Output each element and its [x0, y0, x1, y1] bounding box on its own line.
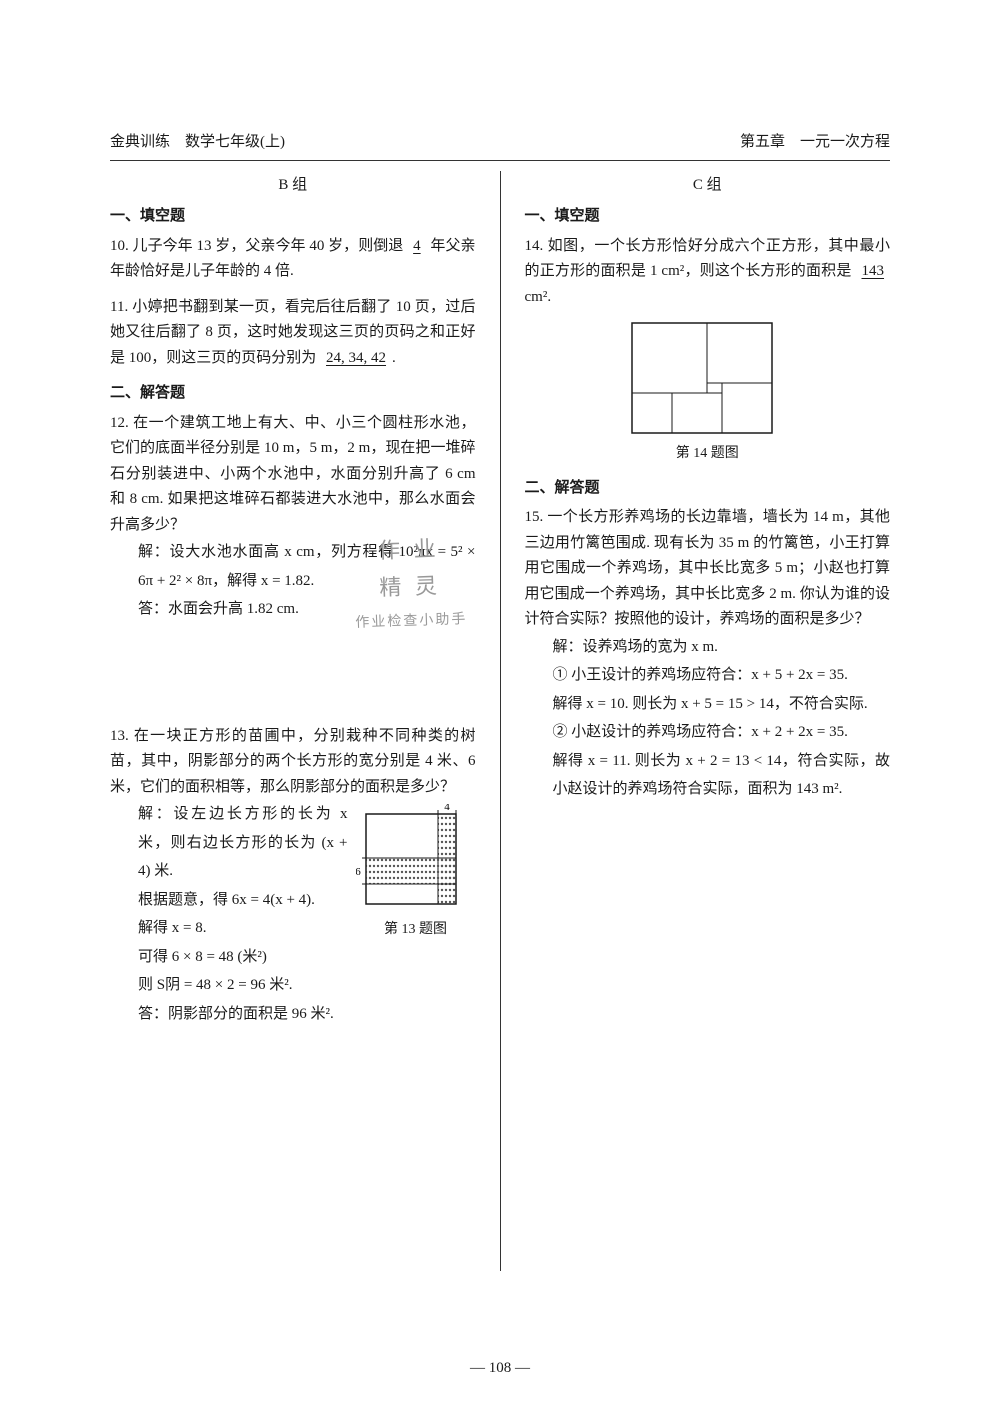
q14-blank: 143: [856, 263, 891, 279]
group-c-title: C 组: [525, 173, 891, 199]
q15-sol4: 解得 x = 11. 则长为 x + 2 = 13 < 14，符合实际，故小赵设…: [525, 747, 891, 804]
section-fill-blank-c: 一、填空题: [525, 204, 891, 230]
figure-13-svg: 4 6: [356, 804, 466, 914]
page-header: 金典训练 数学七年级(上) 第五章 一元一次方程: [110, 130, 890, 161]
q10-text-a: 儿子今年 13 岁，父亲今年 40 岁，则倒退: [133, 238, 404, 254]
section-fill-blank: 一、填空题: [110, 204, 476, 230]
question-15: 15. 一个长方形养鸡场的长边靠墙，墙长为 14 m，其他三边用竹篱笆围成. 现…: [525, 505, 891, 804]
column-divider: [500, 171, 501, 1271]
two-column-layout: B 组 一、填空题 10. 儿子今年 13 岁，父亲今年 40 岁，则倒退 4 …: [110, 171, 890, 1271]
figure-13: 4 6 第 13 题图: [356, 804, 476, 942]
q15-num: 15.: [525, 509, 544, 525]
fig13-label-left: 6: [356, 866, 361, 878]
group-b-title: B 组: [110, 173, 476, 199]
fig13-caption: 第 13 题图: [356, 918, 476, 942]
q15-sol2: 解得 x = 10. 则长为 x + 5 = 15 > 14，不符合实际.: [525, 690, 891, 719]
q11-blank: 24, 34, 42: [320, 350, 392, 366]
q13-sol4: 可得 6 × 8 = 48 (米²): [110, 943, 476, 972]
right-column: C 组 一、填空题 14. 如图，一个长方形恰好分成六个正方形，其中最小的正方形…: [525, 171, 891, 1271]
q12-sol1: 解：设大水池水面高 x cm，列方程得 10²πx = 5² × 6π + 2²…: [110, 538, 476, 595]
q10-blank: 4: [407, 238, 427, 254]
question-10: 10. 儿子今年 13 岁，父亲今年 40 岁，则倒退 4 年父亲年龄恰好是儿子…: [110, 234, 476, 285]
q15-text: 一个长方形养鸡场的长边靠墙，墙长为 14 m，其他三边用竹篱笆围成. 现有长为 …: [525, 509, 891, 627]
q12-num: 12.: [110, 415, 129, 431]
q14-text-b: cm².: [525, 289, 552, 305]
question-13: 13. 在一块正方形的苗圃中，分别栽种不同种类的树苗，其中，阴影部分的两个长方形…: [110, 724, 476, 1029]
q14-text-a: 如图，一个长方形恰好分成六个正方形，其中最小的正方形的面积是 1 cm²，则这个…: [525, 238, 891, 280]
left-column: B 组 一、填空题 10. 儿子今年 13 岁，父亲今年 40 岁，则倒退 4 …: [110, 171, 476, 1271]
fig14-caption: 第 14 题图: [627, 442, 787, 466]
page: 金典训练 数学七年级(上) 第五章 一元一次方程 B 组 一、填空题 10. 儿…: [0, 0, 1000, 1421]
question-12: 12. 在一个建筑工地上有大、中、小三个圆柱形水池，它们的底面半径分别是 10 …: [110, 411, 476, 624]
q15-sol3: ② 小赵设计的养鸡场应符合：x + 2 + 2x = 35.: [525, 718, 891, 747]
q10-num: 10.: [110, 238, 129, 254]
question-14: 14. 如图，一个长方形恰好分成六个正方形，其中最小的正方形的面积是 1 cm²…: [525, 234, 891, 466]
q14-num: 14.: [525, 238, 544, 254]
q11-text-b: .: [392, 350, 396, 366]
q13-sol5: 则 S阴 = 48 × 2 = 96 米².: [110, 971, 476, 1000]
page-number: — 108 —: [0, 1356, 1000, 1382]
q13-text: 在一块正方形的苗圃中，分别栽种不同种类的树苗，其中，阴影部分的两个长方形的宽分别…: [110, 728, 476, 795]
figure-14: 第 14 题图: [627, 318, 787, 466]
q12-text: 在一个建筑工地上有大、中、小三个圆柱形水池，它们的底面半径分别是 10 m，5 …: [110, 415, 476, 533]
figure-14-svg: [627, 318, 777, 438]
q13-num: 13.: [110, 728, 129, 744]
section-solve: 二、解答题: [110, 381, 476, 407]
q13-sol6: 答：阴影部分的面积是 96 米².: [110, 1000, 476, 1029]
q12-sol2: 答：水面会升高 1.82 cm.: [110, 595, 476, 624]
q11-num: 11.: [110, 299, 128, 315]
header-left: 金典训练 数学七年级(上): [110, 130, 285, 156]
question-11: 11. 小婷把书翻到某一页，看完后往后翻了 10 页，过后她又往后翻了 8 页，…: [110, 295, 476, 372]
fig13-label-top: 4: [444, 804, 450, 813]
section-solve-c: 二、解答题: [525, 476, 891, 502]
q11-text-a: 小婷把书翻到某一页，看完后往后翻了 10 页，过后她又往后翻了 8 页，这时她发…: [110, 299, 476, 366]
q15-sol1: ① 小王设计的养鸡场应符合：x + 5 + 2x = 35.: [525, 661, 891, 690]
q15-sol0: 解：设养鸡场的宽为 x m.: [525, 633, 891, 662]
header-right: 第五章 一元一次方程: [740, 130, 890, 156]
